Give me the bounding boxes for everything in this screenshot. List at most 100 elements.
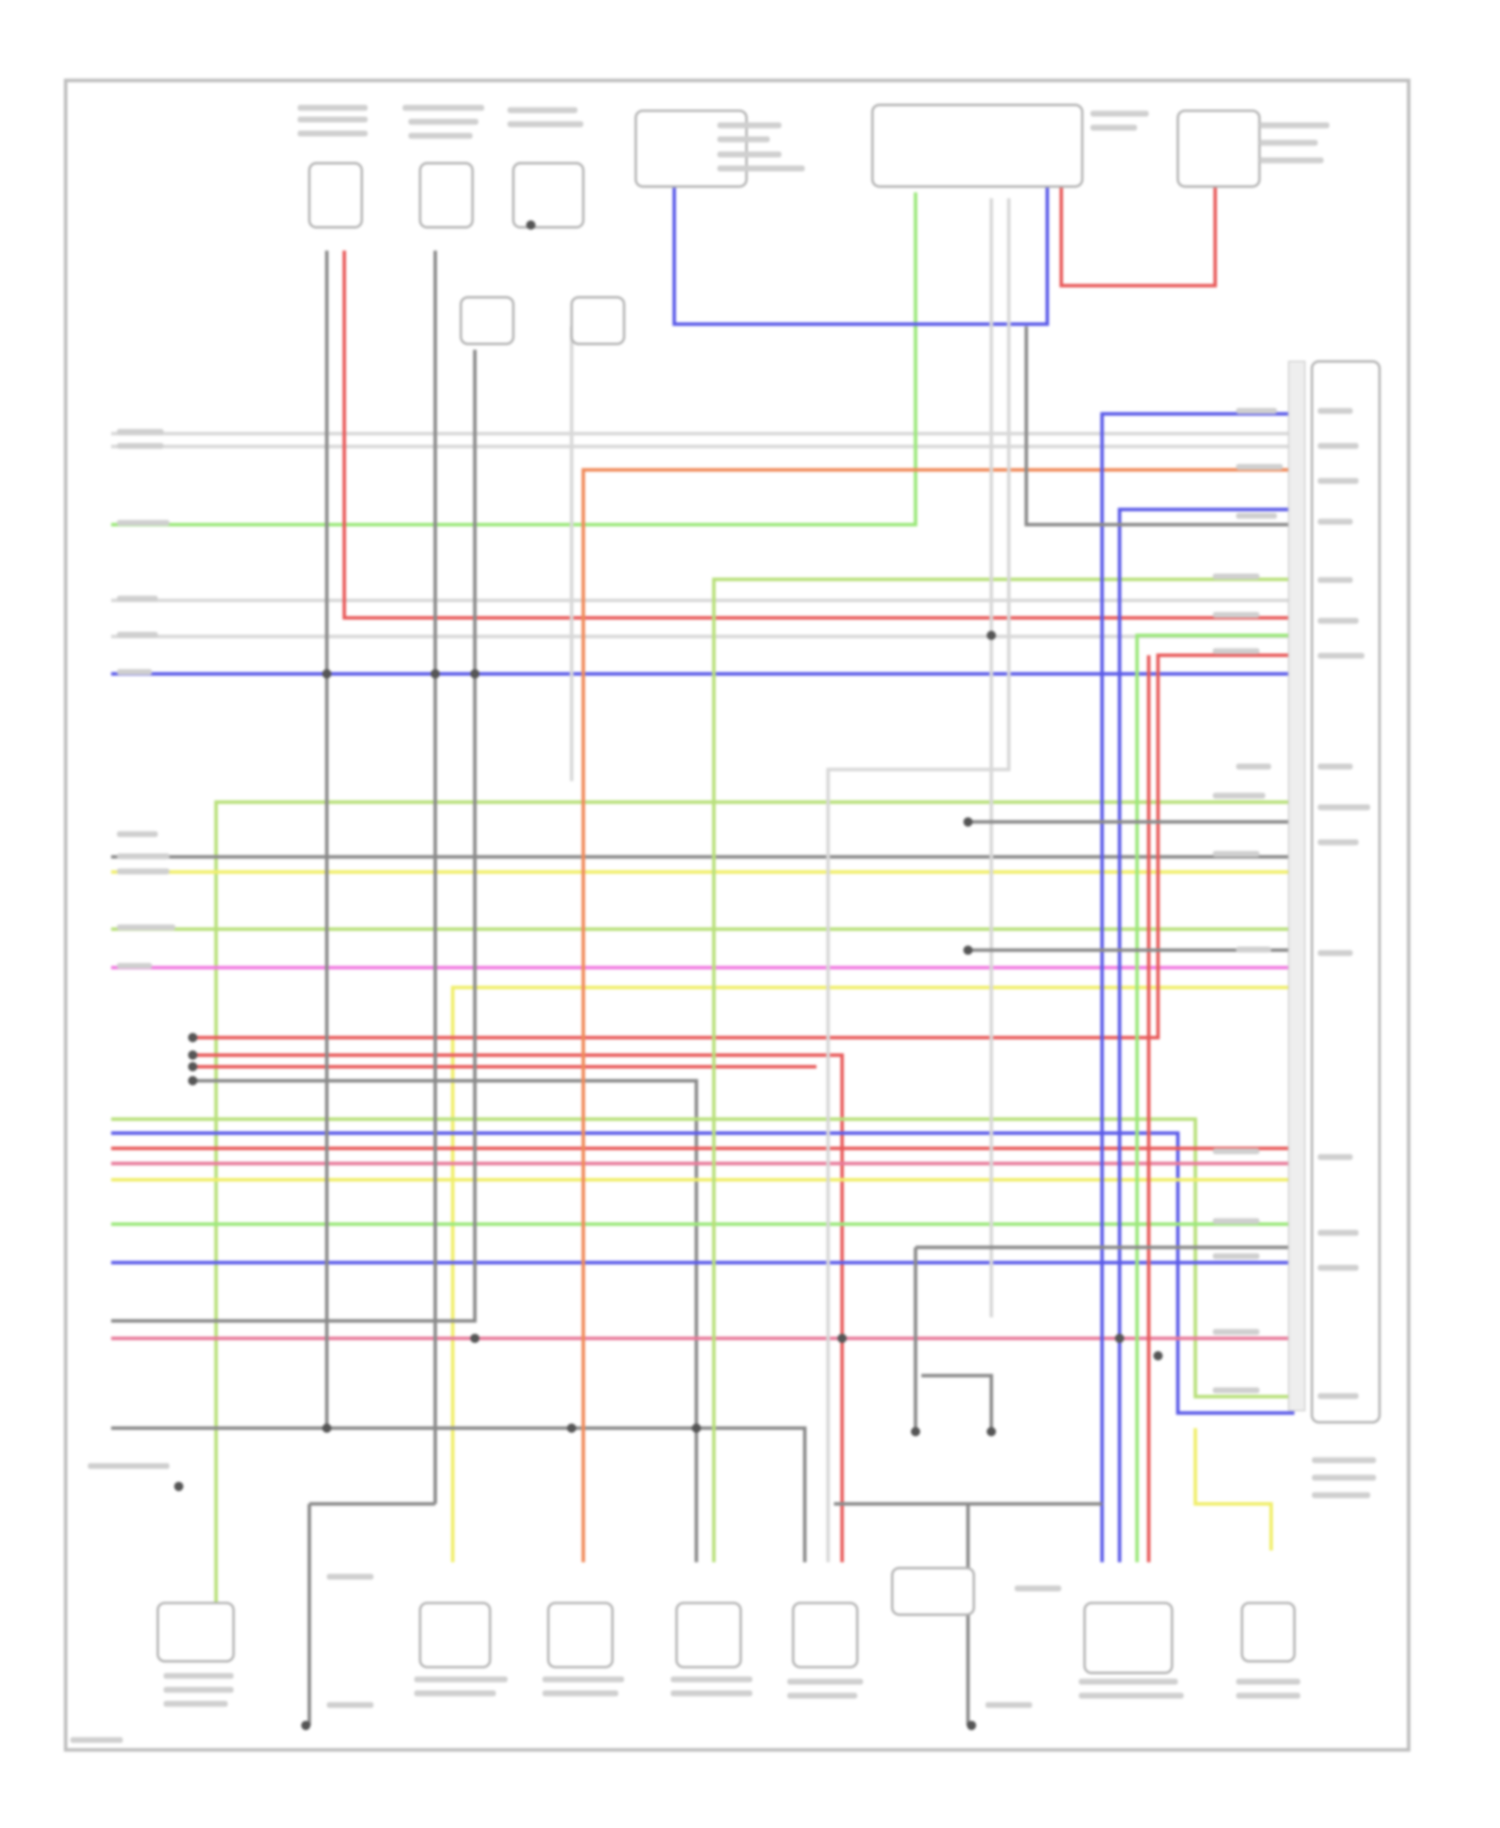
splice-dot [174, 1481, 184, 1492]
relay-box [871, 103, 1084, 188]
label-text [87, 1463, 170, 1469]
label-text [507, 121, 584, 128]
label-text [163, 1672, 234, 1679]
wire-white [826, 198, 1011, 1563]
label-text [1078, 1692, 1184, 1699]
wire-orange [581, 468, 1295, 1563]
splice-dot [188, 1032, 198, 1043]
sensor-box [156, 1601, 235, 1663]
sensor-box [308, 162, 363, 229]
wire-gray [1024, 326, 1295, 527]
label-text [163, 1700, 228, 1707]
label-text [1090, 124, 1138, 131]
wire-gray [921, 1373, 994, 1429]
label-text [116, 962, 152, 969]
label-text [116, 868, 170, 875]
splice-dot [566, 1423, 577, 1433]
label-text [116, 429, 164, 435]
label-text [1317, 577, 1353, 583]
label-text [542, 1690, 619, 1697]
label-text [297, 116, 368, 123]
label-text [326, 1573, 374, 1580]
wire-green [1135, 633, 1295, 1563]
label-text [116, 595, 158, 602]
label-text [787, 1678, 864, 1685]
label-text [1317, 443, 1359, 449]
splice-dot [1114, 1333, 1125, 1344]
splice-dot [526, 220, 536, 230]
label-text [507, 107, 578, 114]
label-text [1212, 1253, 1260, 1260]
wire-blue [672, 174, 1050, 326]
splice-dot [986, 630, 996, 641]
splice-dot [188, 1076, 198, 1086]
label-text [1311, 1474, 1377, 1481]
label-text [542, 1676, 625, 1683]
label-text [408, 118, 479, 125]
sensor-box [547, 1601, 614, 1669]
label-text [116, 443, 164, 449]
label-text [1259, 139, 1318, 146]
splice-dot [963, 945, 973, 955]
wires [111, 174, 1295, 1726]
label-text [1014, 1585, 1062, 1592]
splice-dot [963, 817, 973, 827]
label-text [1212, 792, 1266, 799]
label-text [1236, 408, 1277, 414]
splice-dot [966, 1720, 977, 1731]
label-text [717, 122, 782, 129]
splice-dot [986, 1426, 996, 1437]
label-text [670, 1676, 753, 1683]
label-text [717, 165, 805, 172]
label-text [163, 1686, 234, 1693]
label-text [1212, 612, 1260, 618]
splice-dot [322, 1423, 332, 1433]
wire-red [1059, 174, 1217, 288]
label-text [1317, 518, 1353, 525]
wire-blue [1100, 412, 1295, 1563]
splice-dot [837, 1333, 847, 1344]
label-text [1212, 573, 1260, 580]
sensor-box [791, 1601, 859, 1669]
wire-gray [192, 1078, 699, 1563]
label-text [70, 1737, 123, 1743]
splice-dot [1153, 1351, 1163, 1361]
label-text [985, 1702, 1033, 1708]
label-text [1212, 851, 1260, 857]
wire-red [342, 250, 1295, 620]
connector-box [570, 296, 626, 346]
motor-box [1083, 1601, 1174, 1675]
sensor-box [418, 1601, 492, 1669]
label-text [1236, 512, 1277, 519]
diagram-frame [63, 78, 1411, 1752]
label-text [408, 132, 473, 139]
sensor-box [512, 162, 585, 229]
splice-dot [691, 1423, 702, 1433]
label-text [414, 1690, 496, 1697]
wire-red [192, 1053, 844, 1563]
label-text [670, 1690, 753, 1697]
label-text [1236, 463, 1283, 470]
label-text [1212, 1148, 1260, 1155]
label-text [297, 130, 368, 137]
sensor-box [1240, 1601, 1296, 1663]
label-text [326, 1702, 374, 1708]
sensor-box [675, 1601, 742, 1669]
ground-block-box [891, 1566, 976, 1616]
splice-dot [470, 1333, 480, 1344]
label-text [717, 151, 782, 158]
label-text [1317, 1393, 1359, 1399]
label-text [1212, 1218, 1260, 1225]
label-text [116, 519, 170, 526]
label-text [116, 924, 176, 931]
relay-box [1176, 109, 1261, 188]
splice-dot [188, 1050, 198, 1060]
label-text [1259, 122, 1330, 129]
label-text [1212, 1387, 1260, 1394]
connector-pins [1288, 360, 1306, 1412]
splice-dot [430, 669, 440, 679]
wire-gray [111, 1426, 807, 1563]
label-text [1311, 1457, 1377, 1464]
label-text [116, 831, 158, 838]
splice-dot [188, 1062, 198, 1072]
